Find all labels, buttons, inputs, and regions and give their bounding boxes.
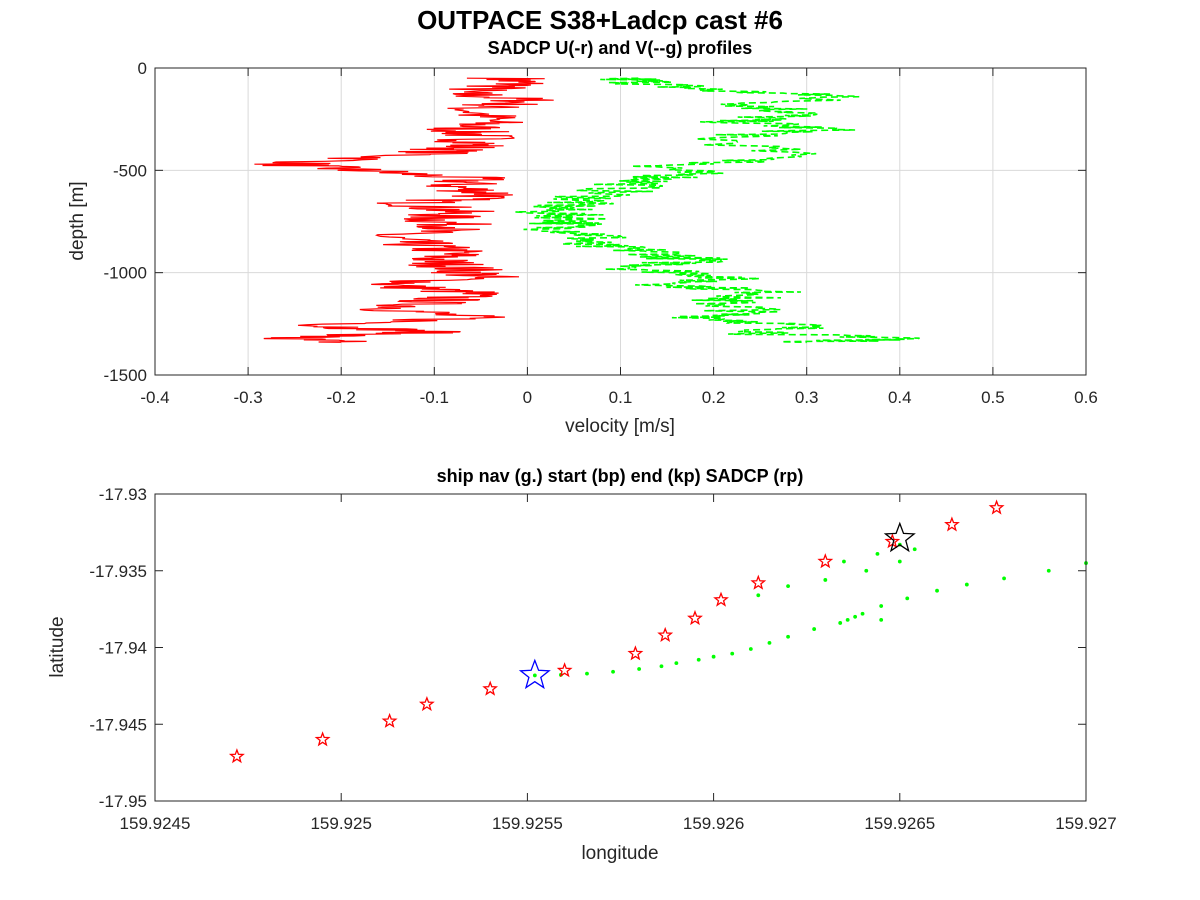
longitude-x-axis-label: longitude	[581, 843, 658, 864]
x-tick-label: 159.927	[1055, 814, 1116, 833]
ship-nav-point	[674, 661, 679, 666]
ship-nav-tick-labels: 159.9245 159.925 159.9255 159.926 159.9265 15…	[89, 485, 1116, 833]
sadcp-star-marker	[418, 695, 435, 712]
ship-nav-point	[879, 617, 884, 622]
x-tick-label: 159.9265	[864, 814, 935, 833]
ship-nav-point	[912, 547, 917, 552]
ship-nav-point	[1046, 568, 1051, 573]
sadcp-star-marker	[556, 662, 573, 678]
sadcp-star-marker	[817, 553, 834, 569]
ship-nav-point	[842, 559, 846, 564]
velocity-series	[254, 77, 920, 344]
x-tick-label: -0.1	[420, 388, 449, 407]
velocity-profile-panel: SADCP U(-r) and V(--g) profiles -0.4 -0.3…	[67, 38, 1098, 437]
x-tick-label: 0.1	[609, 388, 633, 407]
ship-nav-point	[845, 617, 850, 622]
velocity-tick-labels: -0.4 -0.3 -0.2 -0.1 0 0.1 0.2 0.3 0.4 0.5 0.6 0 -500…	[104, 59, 1098, 407]
ship-nav-point	[730, 651, 735, 656]
ship-nav-point	[838, 621, 843, 625]
y-tick-label: -500	[113, 161, 147, 180]
ship-nav-point	[786, 584, 790, 588]
sadcp-star-marker	[482, 680, 499, 696]
x-tick-label: 0.6	[1074, 388, 1098, 407]
ship-nav-point	[864, 568, 869, 573]
ship-nav-point	[879, 604, 884, 608]
ship-nav-point	[897, 559, 902, 564]
series-line-v	[515, 77, 920, 344]
sadcp-star-marker	[988, 499, 1005, 515]
velocity-x-axis-label: velocity [m/s]	[565, 416, 675, 437]
sadcp-star-marker	[713, 591, 729, 607]
ship-nav-panel: ship nav (g.) start (bp) end (kp) SADCP …	[47, 466, 1117, 864]
ship-nav-point	[585, 671, 589, 676]
ship-nav-point	[532, 673, 537, 678]
ship-nav-point	[964, 582, 969, 587]
sadcp-star-marker	[627, 645, 644, 661]
ship-nav-point	[659, 664, 664, 669]
ship-nav-point	[853, 614, 858, 619]
ship-nav-point	[696, 657, 701, 662]
ship-nav-point	[786, 634, 790, 639]
y-tick-label: -17.945	[89, 715, 147, 734]
y-tick-label: -17.93	[99, 485, 147, 504]
x-tick-label: 159.925	[310, 814, 371, 833]
x-tick-label: 0.4	[888, 388, 912, 407]
start-star-marker	[518, 658, 551, 690]
ship-nav-plot-title: ship nav (g.) start (bp) end (kp) SADCP …	[437, 466, 804, 486]
x-tick-label: 159.9245	[120, 814, 191, 833]
sadcp-star-marker	[657, 626, 674, 642]
latitude-y-axis-label: latitude	[47, 616, 68, 677]
depth-y-axis-label: depth [m]	[67, 181, 88, 260]
y-tick-label: 0	[138, 59, 147, 78]
x-tick-label: 159.926	[683, 814, 744, 833]
figure-title: OUTPACE S38+Ladcp cast #6	[417, 5, 783, 35]
ship-nav-point	[860, 611, 865, 616]
ship-nav-point	[767, 640, 772, 645]
ship-nav-point	[748, 647, 753, 651]
y-tick-label: -1000	[104, 264, 147, 283]
x-tick-label: -0.3	[233, 388, 262, 407]
velocity-plot-title: SADCP U(-r) and V(--g) profiles	[488, 38, 753, 58]
x-tick-label: -0.2	[327, 388, 356, 407]
ship-nav-points	[228, 499, 1088, 764]
ship-nav-point	[812, 627, 817, 631]
y-tick-label: -17.95	[99, 792, 147, 811]
y-tick-label: -17.935	[89, 562, 147, 581]
ship-nav-point	[823, 578, 828, 582]
x-tick-label: 159.9255	[492, 814, 563, 833]
ship-nav-point	[756, 593, 761, 598]
end-star-marker	[883, 521, 916, 553]
series-line-u	[254, 77, 554, 343]
ship-nav-point	[611, 669, 615, 674]
ship-nav-point	[1002, 576, 1006, 581]
sadcp-star-marker	[944, 516, 960, 532]
x-tick-label: 0	[523, 388, 532, 407]
ship-nav-point	[905, 596, 910, 601]
x-tick-label: 0.5	[981, 388, 1005, 407]
ship-nav-point	[935, 588, 939, 593]
ship-nav-point	[637, 667, 642, 671]
sadcp-star-marker	[381, 712, 398, 728]
y-tick-label: -17.94	[99, 639, 147, 658]
y-tick-label: -1500	[104, 366, 147, 385]
x-tick-label: 0.3	[795, 388, 819, 407]
x-tick-label: 0.2	[702, 388, 726, 407]
ship-nav-point	[875, 551, 880, 556]
sadcp-star-marker	[687, 609, 703, 626]
x-tick-label: -0.4	[140, 388, 169, 407]
ship-nav-point	[711, 654, 716, 659]
sadcp-star-marker	[314, 731, 331, 747]
sadcp-star-marker	[750, 574, 767, 590]
sadcp-star-marker	[228, 748, 245, 764]
